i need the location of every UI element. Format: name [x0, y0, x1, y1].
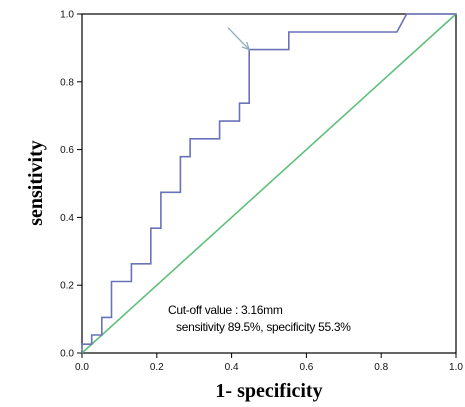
- y-tick-label: 0.2: [60, 281, 74, 292]
- annotation-cutoff: Cut-off value : 3.16mm: [168, 303, 283, 317]
- y-axis-title: sensitivity: [25, 140, 47, 226]
- annotation-sens-spec: sensitivity 89.5%, specificity 55.3%: [176, 320, 351, 334]
- roc-curve: [81, 13, 456, 353]
- x-tick-label: 0.4: [225, 362, 239, 373]
- plot-frame: [81, 13, 457, 354]
- arrow-shaft: [227, 27, 250, 51]
- x-tick-label: 0.8: [374, 362, 388, 373]
- y-axis-ticks: 0.0 0.2 0.4 0.6 0.8 1.0: [60, 10, 82, 360]
- y-tick-label: 0.8: [60, 77, 74, 88]
- x-axis-ticks: 0.0 0.2 0.4 0.6 0.8 1.0: [75, 353, 463, 373]
- cutoff-arrow: [227, 27, 251, 51]
- y-tick-label: 1.0: [60, 10, 74, 21]
- y-tick-label: 0.6: [60, 145, 74, 156]
- x-tick-label: 0.2: [150, 362, 164, 373]
- arrow-head: [241, 41, 251, 51]
- series-group: [81, 13, 457, 354]
- x-axis-title: 1- specificity: [215, 380, 322, 402]
- x-tick-label: 0.6: [299, 362, 313, 373]
- x-tick-label: 1.0: [449, 362, 463, 373]
- y-tick-label: 0.4: [60, 213, 74, 224]
- y-tick-label: 0.0: [60, 349, 74, 360]
- x-tick-label: 0.0: [75, 362, 89, 373]
- reference-diagonal: [81, 13, 457, 354]
